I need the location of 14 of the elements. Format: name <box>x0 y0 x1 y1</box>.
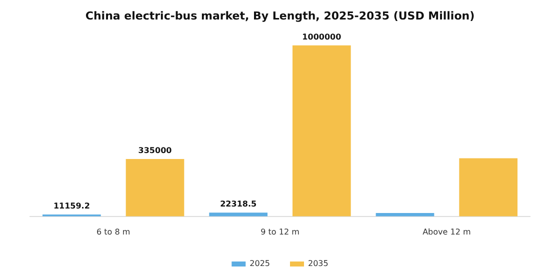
chart-title: China electric-bus market, By Length, 2025-2035 (USD Million) <box>85 9 475 22</box>
data-label: 11159.2 <box>53 202 90 211</box>
data-label: 22318.5 <box>220 200 257 209</box>
bar <box>126 159 184 216</box>
data-label: 335000 <box>138 146 172 156</box>
legend-label: 2025 <box>250 259 270 268</box>
x-tick-label: 9 to 12 m <box>260 227 300 236</box>
x-tick-label: 6 to 8 m <box>96 227 130 236</box>
bar <box>459 158 518 216</box>
data-label: 1000000 <box>302 32 342 42</box>
bar <box>292 45 351 216</box>
legend-label: 2035 <box>308 259 328 268</box>
x-tick-label: Above 12 m <box>422 227 471 236</box>
bar <box>209 212 268 216</box>
